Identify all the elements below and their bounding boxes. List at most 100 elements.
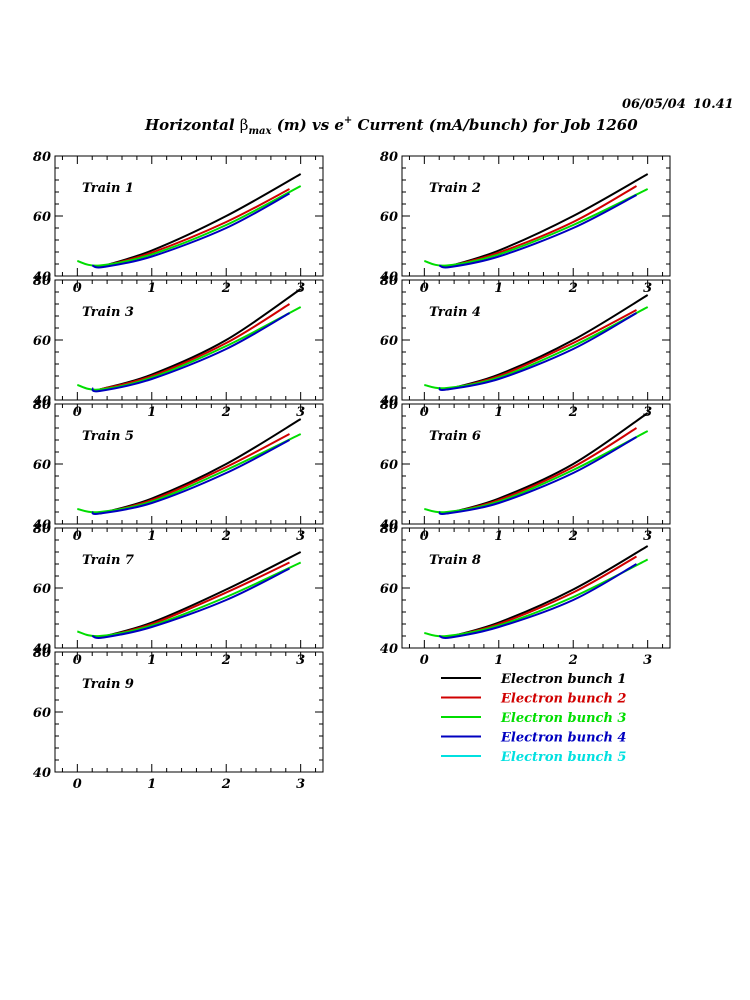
y-tick-label: 40 xyxy=(380,518,398,533)
panel-9: 0 1 2 3 40 60 80 Train 9 xyxy=(33,646,324,792)
x-tick-label: 3 xyxy=(643,529,652,544)
y-tick-label: 60 xyxy=(33,706,51,721)
panel-title: Train 7 xyxy=(82,553,134,568)
panel-title: Train 6 xyxy=(429,429,481,444)
legend: Electron bunch 1 Electron bunch 2 Electron… xyxy=(441,672,626,765)
panel-title: Train 3 xyxy=(82,305,134,320)
x-tick-label: 3 xyxy=(296,529,305,544)
x-tick-label: 0 xyxy=(73,653,82,668)
panel-1: 0 1 2 3 40 60 80 Train 1 xyxy=(33,150,324,296)
series-line-4 xyxy=(91,567,290,639)
panel-title: Train 1 xyxy=(82,181,134,196)
panel-frame xyxy=(54,651,324,773)
y-tick-label: 60 xyxy=(33,210,51,225)
series-line-4 xyxy=(91,312,290,393)
x-tick-label: 0 xyxy=(420,281,429,296)
x-tick-label: 2 xyxy=(568,529,578,544)
panel-title: Train 8 xyxy=(429,553,481,568)
y-tick-label: 60 xyxy=(380,582,398,597)
y-tick-label: 40 xyxy=(380,394,398,409)
x-tick-label: 2 xyxy=(221,777,231,792)
x-tick-label: 0 xyxy=(420,529,429,544)
panel-7: 0 1 2 3 40 60 80 Train 7 xyxy=(33,522,324,668)
x-tick-label: 1 xyxy=(147,653,156,668)
y-tick-label: 40 xyxy=(33,766,51,781)
series-line-3 xyxy=(424,188,649,267)
x-tick-label: 3 xyxy=(296,777,305,792)
x-tick-label: 3 xyxy=(296,405,305,420)
series-line-2 xyxy=(446,185,637,268)
panel-2: 0 1 2 3 40 60 80 Train 2 xyxy=(380,150,671,296)
series-line-3 xyxy=(424,306,649,390)
x-tick-label: 3 xyxy=(643,281,652,296)
x-tick-label: 2 xyxy=(221,405,231,420)
panel-3: 0 1 2 3 40 60 80 Train 3 xyxy=(33,274,324,420)
panel-frame xyxy=(401,155,671,277)
x-tick-label: 1 xyxy=(147,777,156,792)
series-line-3 xyxy=(77,185,302,267)
x-tick-label: 3 xyxy=(643,405,652,420)
series-line-2 xyxy=(99,303,291,391)
series-line-2 xyxy=(446,555,637,639)
x-tick-label: 2 xyxy=(221,653,231,668)
y-tick-label: 60 xyxy=(380,334,398,349)
series-line-2 xyxy=(446,309,637,391)
y-tick-label: 40 xyxy=(33,642,51,657)
panel-8: 0 1 2 3 40 60 80 Train 8 xyxy=(380,522,671,668)
x-tick-label: 0 xyxy=(420,653,429,668)
panel-frame xyxy=(54,155,324,277)
panel-title: Train 9 xyxy=(82,677,134,692)
panel-frame xyxy=(401,403,671,525)
series-line-3 xyxy=(77,561,302,638)
panel-title: Train 5 xyxy=(82,429,134,444)
y-tick-label: 40 xyxy=(380,270,398,285)
panel-frame xyxy=(54,403,324,525)
x-tick-label: 0 xyxy=(73,529,82,544)
panel-5: 0 1 2 3 40 60 80 Train 5 xyxy=(33,398,324,544)
series-line-2 xyxy=(99,188,290,268)
y-tick-label: 80 xyxy=(33,398,51,413)
x-tick-label: 3 xyxy=(643,653,652,668)
panel-title: Train 2 xyxy=(429,181,481,196)
legend-label-3: Electron bunch 3 xyxy=(500,711,626,726)
x-tick-label: 1 xyxy=(494,653,503,668)
x-tick-label: 3 xyxy=(296,281,305,296)
panel-6: 0 1 2 3 40 60 80 Train 6 xyxy=(380,398,671,544)
panel-frame xyxy=(401,279,671,401)
y-tick-label: 80 xyxy=(380,522,398,537)
legend-label-5: Electron bunch 5 xyxy=(500,750,626,765)
legend-label-1: Electron bunch 1 xyxy=(500,672,626,687)
x-tick-label: 3 xyxy=(296,653,305,668)
legend-label-2: Electron bunch 2 xyxy=(500,692,626,707)
x-tick-label: 0 xyxy=(73,777,82,792)
series-line-3 xyxy=(77,433,302,514)
x-tick-label: 0 xyxy=(420,405,429,420)
x-tick-label: 2 xyxy=(568,653,578,668)
x-tick-label: 1 xyxy=(147,405,156,420)
y-tick-label: 40 xyxy=(380,642,398,657)
y-tick-label: 60 xyxy=(33,582,51,597)
x-tick-label: 2 xyxy=(568,281,578,296)
figure-title: Horizontal βmax (m) vs e+ Current (mA/bu… xyxy=(144,115,638,137)
y-tick-label: 80 xyxy=(380,150,398,165)
legend-label-4: Electron bunch 4 xyxy=(500,731,626,746)
y-tick-label: 80 xyxy=(380,274,398,289)
y-tick-label: 60 xyxy=(33,458,51,473)
panel-title: Train 4 xyxy=(429,305,481,320)
x-tick-label: 0 xyxy=(73,281,82,296)
y-tick-label: 80 xyxy=(33,150,51,165)
time-label: 10.41 xyxy=(693,97,734,112)
series-line-4 xyxy=(438,312,637,391)
x-tick-label: 2 xyxy=(568,405,578,420)
panel-frame xyxy=(54,279,324,401)
y-tick-label: 80 xyxy=(33,274,51,289)
x-tick-label: 1 xyxy=(147,529,156,544)
series-line-4 xyxy=(438,436,637,515)
series-line-4 xyxy=(91,192,290,269)
series-line-2 xyxy=(99,561,290,639)
y-tick-label: 40 xyxy=(33,518,51,533)
x-tick-label: 2 xyxy=(221,529,231,544)
panel-frame xyxy=(401,527,671,649)
series-line-4 xyxy=(91,439,290,515)
